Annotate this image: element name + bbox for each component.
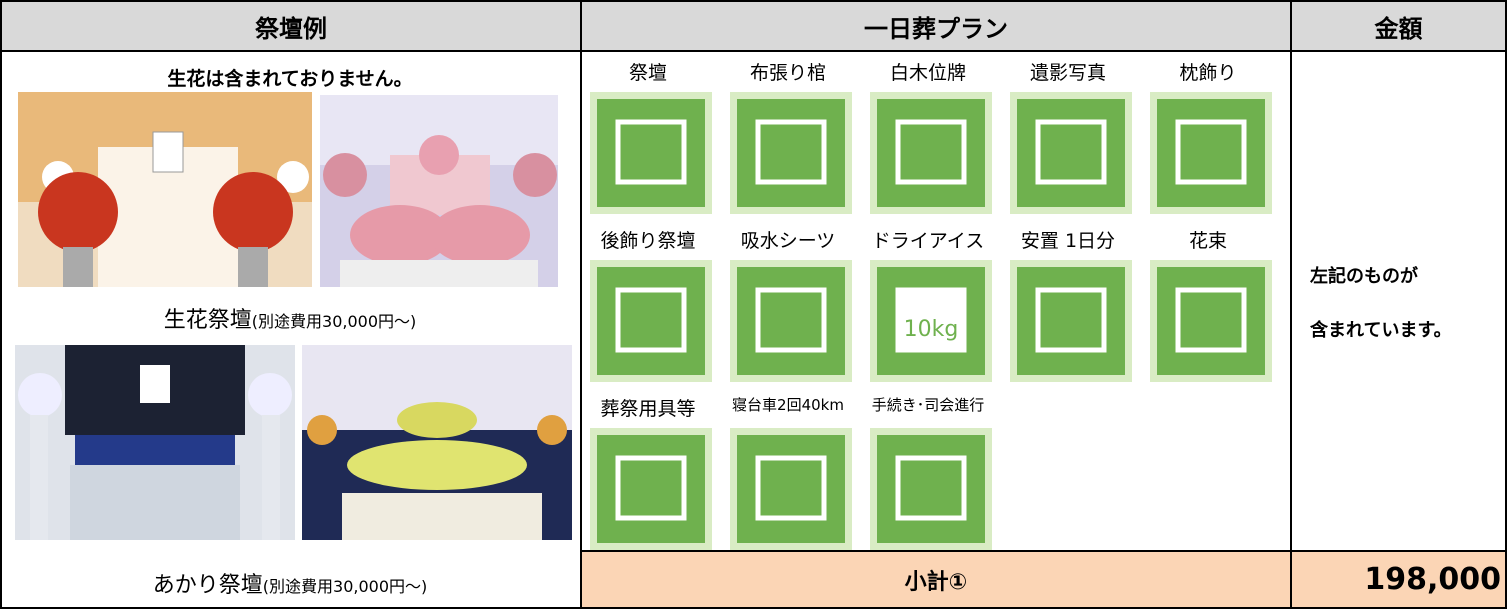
header-cell: 金額 bbox=[1290, 0, 1507, 52]
item-label: 布張り棺 bbox=[749, 62, 826, 84]
item-icon bbox=[1150, 92, 1272, 214]
subtotal-label: 小計① bbox=[580, 550, 1292, 609]
item-label: 吸水シーツ bbox=[740, 230, 836, 252]
item-label: 花束 bbox=[1188, 230, 1227, 252]
item-icon bbox=[1010, 260, 1132, 382]
item-icon bbox=[590, 428, 712, 550]
caption-main: あかり祭壇 bbox=[152, 573, 263, 598]
note: 生花は含まれておりません。 bbox=[167, 68, 413, 90]
header-cell: 一日葬プラン bbox=[580, 0, 1292, 52]
item-icon bbox=[590, 260, 712, 382]
item-icon bbox=[1150, 260, 1272, 382]
subtotal-value: 198,000 bbox=[1290, 550, 1507, 609]
amount-note: 含まれています。 bbox=[1310, 320, 1452, 341]
item-label: 枕飾り bbox=[1179, 62, 1237, 84]
item-icon bbox=[730, 428, 852, 550]
caption-sub: (別途費用30,000円～) bbox=[251, 312, 417, 331]
caption: 生花祭壇(別途費用30,000円～) bbox=[0, 302, 580, 334]
item-label: 安置 1日分 bbox=[1020, 230, 1116, 252]
icon-text: 10kg bbox=[904, 317, 959, 342]
item-label: 白木位牌 bbox=[889, 62, 966, 84]
item-icon bbox=[870, 92, 992, 214]
photo bbox=[15, 345, 295, 540]
item-label: 祭壇 bbox=[628, 62, 667, 84]
caption: あかり祭壇(別途費用30,000円～) bbox=[0, 567, 580, 599]
photo bbox=[18, 92, 312, 287]
caption-sub: (別途費用30,000円～) bbox=[262, 577, 428, 596]
item-label: 寝台車2回40km bbox=[732, 396, 844, 414]
amount-cell bbox=[1290, 50, 1507, 552]
item-label: 手続き･司会進行 bbox=[871, 396, 985, 414]
item-icon bbox=[730, 260, 852, 382]
photo bbox=[320, 95, 558, 287]
header-cell: 祭壇例 bbox=[0, 0, 582, 52]
item-icon: 10kg bbox=[870, 260, 992, 382]
item-icon bbox=[590, 92, 712, 214]
amount-note: 左記のものが bbox=[1310, 266, 1418, 287]
item-label: 後飾り祭壇 bbox=[600, 230, 696, 252]
item-label: ドライアイス bbox=[871, 230, 985, 252]
photo bbox=[302, 345, 572, 540]
item-icon bbox=[870, 428, 992, 550]
item-icon bbox=[1010, 92, 1132, 214]
item-label: 葬祭用具等 bbox=[600, 398, 696, 420]
item-icon bbox=[730, 92, 852, 214]
caption-main: 生花祭壇 bbox=[163, 308, 252, 333]
item-label: 遺影写真 bbox=[1029, 62, 1106, 84]
